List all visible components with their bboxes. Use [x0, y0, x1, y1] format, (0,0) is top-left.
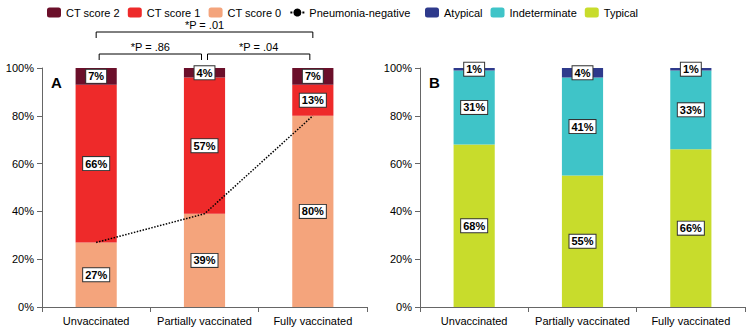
svg-text:7%: 7% — [305, 70, 321, 82]
svg-text:40%: 40% — [390, 205, 412, 217]
svg-text:41%: 41% — [571, 121, 593, 133]
svg-text:60%: 60% — [390, 158, 412, 170]
svg-text:39%: 39% — [193, 254, 215, 266]
svg-text:Fully vaccinated: Fully vaccinated — [651, 315, 730, 327]
svg-text:CT score 0: CT score 0 — [228, 7, 282, 19]
svg-text:31%: 31% — [463, 101, 485, 113]
svg-text:0%: 0% — [18, 301, 34, 313]
svg-text:57%: 57% — [193, 140, 215, 152]
svg-text:Unvaccinated: Unvaccinated — [63, 315, 130, 327]
svg-text:68%: 68% — [463, 220, 485, 232]
svg-text:80%: 80% — [12, 110, 34, 122]
svg-text:20%: 20% — [390, 253, 412, 265]
svg-text:27%: 27% — [85, 269, 107, 281]
svg-text:CT score 1: CT score 1 — [147, 7, 201, 19]
svg-text:*P = .86: *P = .86 — [131, 41, 170, 53]
svg-text:*P = .01: *P = .01 — [185, 19, 224, 31]
svg-text:4%: 4% — [197, 67, 213, 79]
svg-text:80%: 80% — [302, 205, 324, 217]
svg-text:Pneumonia-negative: Pneumonia-negative — [309, 7, 410, 19]
svg-text:Partially vaccinated: Partially vaccinated — [157, 315, 252, 327]
svg-text:13%: 13% — [302, 94, 324, 106]
svg-text:100%: 100% — [6, 62, 34, 74]
svg-text:40%: 40% — [12, 205, 34, 217]
svg-text:20%: 20% — [12, 253, 34, 265]
svg-text:55%: 55% — [571, 235, 593, 247]
svg-text:CT score 2: CT score 2 — [66, 7, 120, 19]
svg-text:66%: 66% — [680, 222, 702, 234]
svg-text:1%: 1% — [466, 63, 482, 75]
svg-text:66%: 66% — [85, 158, 107, 170]
svg-text:1%: 1% — [683, 63, 699, 75]
svg-text:4%: 4% — [575, 67, 591, 79]
svg-text:80%: 80% — [390, 110, 412, 122]
svg-text:Typical: Typical — [604, 7, 638, 19]
svg-text:Fully vaccinated: Fully vaccinated — [273, 315, 352, 327]
svg-text:*P = .04: *P = .04 — [239, 41, 278, 53]
svg-text:B: B — [429, 74, 440, 91]
svg-text:Partially vaccinated: Partially vaccinated — [535, 315, 630, 327]
svg-text:Atypical: Atypical — [444, 7, 483, 19]
svg-text:Unvaccinated: Unvaccinated — [441, 315, 508, 327]
svg-text:100%: 100% — [384, 62, 412, 74]
svg-text:7%: 7% — [88, 70, 104, 82]
svg-text:0%: 0% — [396, 301, 412, 313]
svg-text:A: A — [51, 74, 62, 91]
svg-text:33%: 33% — [680, 104, 702, 116]
svg-text:60%: 60% — [12, 158, 34, 170]
svg-text:Indeterminate: Indeterminate — [510, 7, 577, 19]
